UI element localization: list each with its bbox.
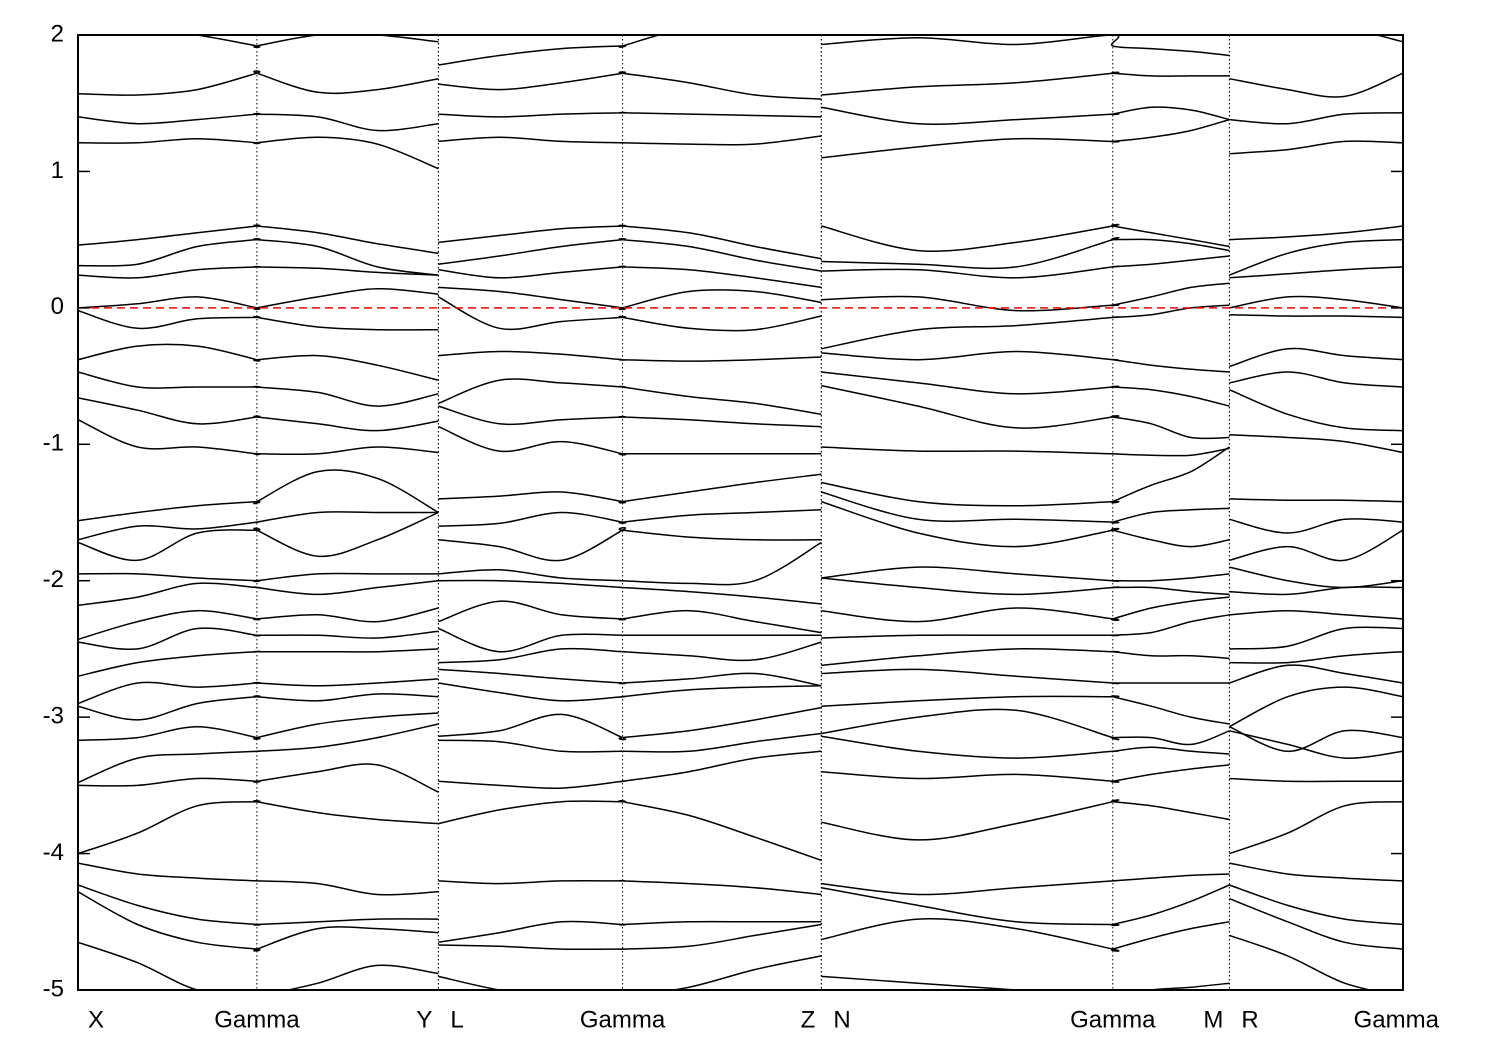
y-tick-label: 0	[51, 293, 64, 320]
band-line	[78, 614, 1403, 653]
x-tick-label: Y	[416, 1006, 432, 1033]
band-line	[78, 419, 1403, 457]
band-line	[78, 682, 1403, 728]
band-line	[78, 106, 1403, 132]
y-tick-label: -4	[43, 839, 64, 866]
y-tick-label: 2	[51, 20, 64, 47]
band-line	[78, 799, 1403, 862]
band-line	[78, 706, 1403, 753]
plot-frame	[77, 34, 1404, 991]
x-tick-label: Gamma	[1354, 1006, 1440, 1033]
y-tick-label: -2	[43, 566, 64, 593]
band-line	[78, 223, 1403, 260]
x-tick-label: N	[833, 1006, 850, 1033]
band-line	[78, 723, 1403, 784]
x-tick-label: L	[450, 1006, 463, 1033]
x-tick-label: M	[1203, 1006, 1223, 1033]
band-line	[78, 577, 1403, 607]
band-line	[78, 541, 1403, 589]
y-tick-label: -1	[43, 430, 64, 457]
band-line	[78, 118, 1403, 170]
x-tick-label: X	[88, 1006, 104, 1033]
band-line	[78, 236, 1403, 276]
band-line	[78, 884, 1403, 944]
band-line	[78, 282, 1403, 312]
y-tick-label: 1	[51, 157, 64, 184]
x-tick-label: Z	[801, 1006, 816, 1033]
x-tick-label: Gamma	[1070, 1006, 1156, 1033]
y-tick-label: -5	[43, 975, 64, 1002]
band-line	[78, 384, 1403, 440]
band-line	[78, 296, 1403, 350]
x-tick-label: R	[1241, 1006, 1258, 1033]
band-line	[78, 70, 1403, 100]
band-line	[78, 255, 1403, 289]
x-tick-label: Gamma	[580, 1006, 666, 1033]
band-line	[78, 862, 1403, 896]
band-line	[192, 35, 1403, 66]
band-line	[78, 343, 1403, 381]
plot-area	[78, 35, 1403, 990]
band-line	[78, 891, 1403, 952]
y-tick-label: -3	[43, 702, 64, 729]
band-line	[78, 500, 1403, 562]
band-line	[78, 934, 1374, 990]
band-line	[78, 446, 1403, 522]
band-line	[78, 371, 1403, 416]
band-line	[78, 641, 1403, 677]
band-line	[78, 491, 1403, 541]
band-line	[78, 596, 1403, 641]
band-line	[78, 750, 1403, 793]
x-tick-label: Gamma	[214, 1006, 300, 1033]
band-line	[78, 664, 1403, 705]
